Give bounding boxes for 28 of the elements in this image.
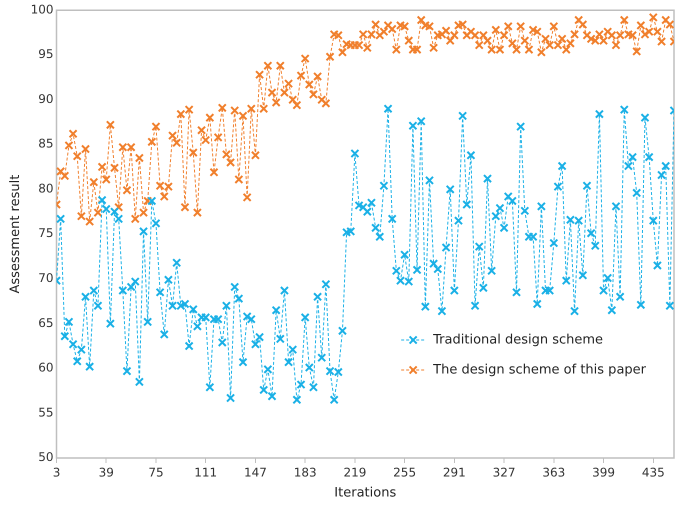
y-tick-label: 60	[38, 360, 54, 375]
legend-label: Traditional design scheme	[432, 332, 604, 348]
y-axis-title: Assessment result	[8, 174, 24, 294]
x-tick-label: 75	[148, 465, 164, 480]
x-axis-title: Iterations	[334, 486, 396, 501]
y-tick-label: 55	[38, 405, 54, 420]
x-tick-label: 435	[642, 465, 665, 480]
x-tick-label: 183	[294, 465, 317, 480]
x-tick-label: 399	[592, 465, 615, 480]
y-tick-label: 100	[30, 2, 54, 16]
y-tick-label: 95	[38, 47, 54, 62]
x-tick-label: 147	[244, 465, 267, 480]
x-tick-label: 39	[98, 465, 114, 480]
x-tick-label: 255	[393, 465, 416, 480]
x-tick-label: 3	[52, 465, 60, 480]
y-tick-label: 75	[38, 226, 54, 240]
y-tick-label: 65	[38, 316, 54, 330]
x-tick-label: 291	[442, 465, 466, 480]
legend-label: The design scheme of this paper	[432, 362, 647, 378]
y-tick-label: 50	[38, 450, 54, 464]
x-tick-label: 111	[194, 465, 218, 480]
x-tick-label: 219	[343, 465, 366, 480]
y-tick-label: 80	[38, 181, 54, 196]
x-tick-label: 363	[542, 465, 566, 480]
y-tick-label: 90	[38, 92, 54, 106]
y-tick-label: 85	[38, 136, 54, 151]
x-tick-label: 327	[492, 465, 516, 480]
y-tick-label: 70	[38, 271, 54, 286]
